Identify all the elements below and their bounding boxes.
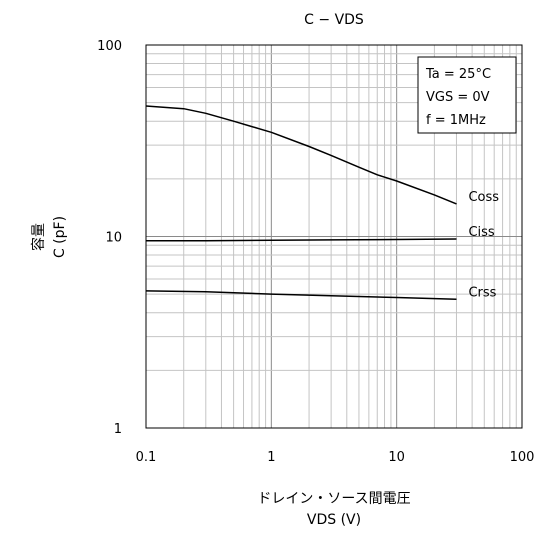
y-tick-label: 10	[105, 231, 122, 246]
annotation-line-1: Ta = 25°C	[425, 67, 491, 82]
y-axis-label: 容量	[30, 223, 47, 251]
series-line-ciss	[146, 238, 457, 242]
conditions-box	[417, 56, 517, 134]
series-label-coss: Coss	[468, 190, 499, 205]
series-label-ciss: Ciss	[468, 225, 494, 240]
series-line-crss	[145, 290, 457, 301]
chart-title: C − VDS	[304, 12, 364, 28]
x-tick-label: 100	[510, 450, 535, 465]
annotation-line-3: f = 1MHz	[426, 113, 486, 128]
annotation-line-2: VGS = 0V	[426, 90, 490, 105]
x-tick-label: 1	[267, 450, 275, 465]
series-line-coss	[145, 105, 457, 205]
x-tick-label: 0.1	[136, 450, 157, 465]
y-axis-label-sub: C (pF)	[52, 216, 68, 258]
y-tick-label: 1	[114, 422, 122, 437]
x-axis-label: ドレイン・ソース間電圧	[257, 491, 410, 507]
y-tick-label: 100	[97, 39, 122, 54]
series-label-crss: Crss	[468, 285, 496, 300]
plot-frame	[145, 44, 523, 429]
x-axis-label-sub: VDS (V)	[307, 512, 361, 528]
x-tick-label: 10	[388, 450, 405, 465]
